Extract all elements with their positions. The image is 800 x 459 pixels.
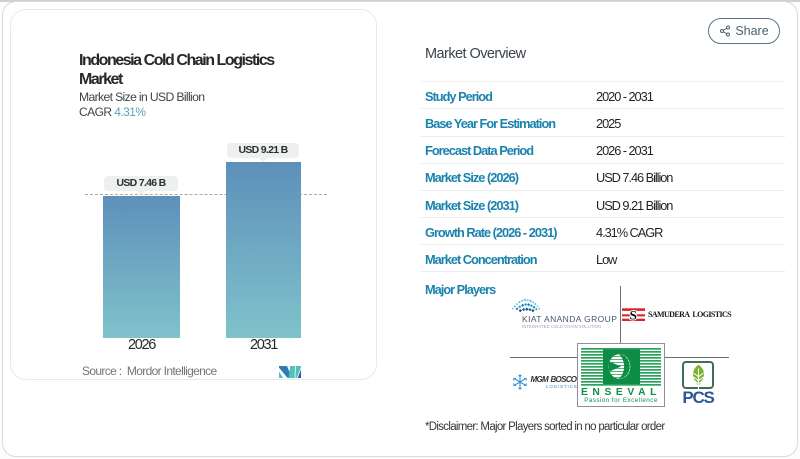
svg-text:S: S xyxy=(630,308,637,321)
svg-text:S: S xyxy=(630,308,637,321)
